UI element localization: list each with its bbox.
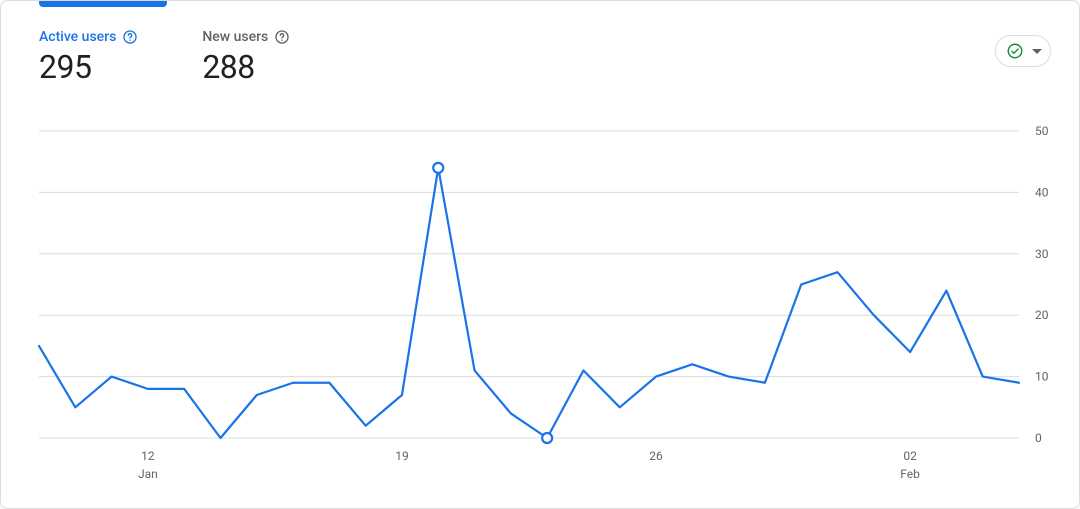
chevron-down-icon <box>1032 49 1042 54</box>
y-axis-tick: 10 <box>1035 370 1049 384</box>
metric-active-users-value: 295 <box>39 47 138 87</box>
analytics-card: Active users 295 New users <box>0 0 1080 509</box>
y-axis-tick: 20 <box>1035 308 1049 322</box>
line-chart: 0 10 20 30 40 50 12 Jan 19 26 02 Feb <box>1 111 1079 508</box>
chart-status-dropdown[interactable] <box>995 35 1051 67</box>
y-axis-tick: 40 <box>1035 185 1049 199</box>
x-axis-tick: 19 <box>395 449 409 463</box>
chart-data-marker[interactable] <box>542 433 552 443</box>
x-axis-sublabel: Jan <box>138 467 158 481</box>
metric-active-users[interactable]: Active users 295 <box>39 29 138 87</box>
metrics-row: Active users 295 New users <box>39 29 290 87</box>
y-axis-tick: 50 <box>1035 124 1049 138</box>
help-icon[interactable] <box>274 29 290 45</box>
metric-new-users-label: New users <box>202 29 268 45</box>
chart-series-line <box>39 168 1019 438</box>
x-axis-sublabel: Feb <box>900 467 920 481</box>
chart-area: 0 10 20 30 40 50 12 Jan 19 26 02 Feb <box>1 111 1079 508</box>
metric-active-users-label: Active users <box>39 29 116 45</box>
x-axis-tick: 02 <box>903 449 917 463</box>
y-axis-tick: 0 <box>1035 431 1042 445</box>
help-icon[interactable] <box>122 29 138 45</box>
check-circle-icon <box>1006 42 1024 60</box>
chart-data-marker[interactable] <box>433 163 443 173</box>
metric-new-users[interactable]: New users 288 <box>202 29 290 87</box>
y-axis-tick: 30 <box>1035 247 1049 261</box>
x-axis-tick: 12 <box>141 449 155 463</box>
x-axis-tick: 26 <box>649 449 663 463</box>
active-tab-indicator <box>39 1 167 7</box>
metric-new-users-value: 288 <box>202 47 290 87</box>
